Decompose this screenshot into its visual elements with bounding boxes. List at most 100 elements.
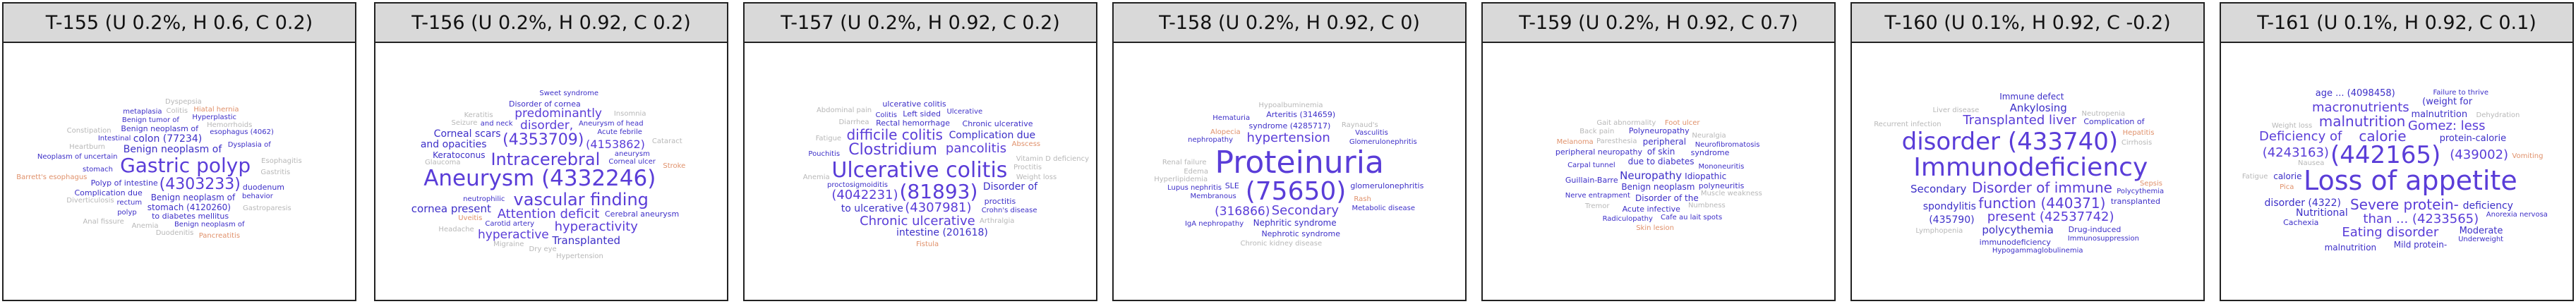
cloud-word: Weight loss	[1016, 173, 1057, 181]
cloud-word: Neoplasm of uncertain	[37, 153, 118, 162]
cloud-word: Anorexia nervosa	[2486, 211, 2548, 219]
cloud-word: stomach	[82, 166, 113, 174]
word-cloud: Immunodeficiency disorder (433740) Disorde…	[1852, 43, 2203, 300]
cloud-word: Diarrhea	[838, 118, 869, 127]
cloud-word: (4153862)	[586, 138, 645, 152]
cloud-word: Moderate	[2459, 225, 2503, 236]
cloud-word: Diverticulosis	[66, 197, 114, 205]
cloud-word: than ... (4233565)	[2363, 211, 2479, 226]
cloud-word: Nephrotic syndrome	[1261, 229, 1341, 239]
cloud-word: Nephritic syndrome	[1253, 217, 1337, 228]
cloud-word: Complication due	[74, 188, 143, 198]
cloud-word: neutrophilic	[463, 195, 505, 203]
cloud-word: Cafe au lait spots	[1660, 213, 1723, 221]
cloud-word: Glaucoma	[425, 158, 461, 166]
wordcloud-panel: T-157 (U 0.2%, H 0.92, C 0.2) Ulcerative …	[743, 2, 1097, 301]
cloud-word: Raynaud's	[1341, 121, 1378, 129]
cloud-word: Deficiency of	[2259, 129, 2342, 145]
cloud-word: Complication of	[2083, 117, 2145, 127]
cloud-word: polyneuritis	[1698, 181, 1745, 190]
cloud-word: Recurrent infection	[1874, 120, 1942, 128]
cloud-word: Immune defect	[1999, 92, 2064, 102]
cloud-word: Benign neoplasm of	[174, 220, 245, 229]
cloud-word: (4353709)	[502, 131, 584, 150]
cloud-word: SLE	[1224, 181, 1239, 190]
cloud-word: Disorder of cornea	[509, 99, 581, 109]
cloud-word: Headache	[438, 226, 474, 234]
cloud-word: Seizure	[451, 119, 478, 128]
cloud-word: Colitis	[875, 111, 898, 119]
panel-title: T-156 (U 0.2%, H 0.92, C 0.2)	[375, 4, 727, 43]
cloud-word: Duodenitis	[155, 229, 194, 238]
cloud-word: Back pain	[1579, 128, 1615, 136]
cloud-word: Gastroparesis	[243, 204, 291, 212]
cloud-word: Dehydration	[2476, 111, 2520, 119]
cloud-word: Disorder of	[982, 181, 1038, 193]
cloud-word: Transplanted	[552, 233, 621, 247]
cloud-word: Abscess	[1011, 140, 1041, 148]
cloud-word: behavior	[242, 193, 273, 201]
cloud-word: Membranous	[1190, 192, 1236, 200]
cloud-word: to ulcerative	[841, 203, 903, 215]
cloud-word: hyperactivity	[554, 219, 638, 235]
wordcloud-panel: T-156 (U 0.2%, H 0.92, C 0.2) Aneurysm (4…	[374, 2, 728, 301]
cloud-word: disorder (433740)	[1901, 127, 2119, 156]
cloud-word: Cirrhosis	[2121, 139, 2153, 147]
cloud-word: Hepatitis	[2122, 129, 2155, 138]
cloud-word: (4303233)	[159, 175, 241, 193]
cloud-word: glomerulonephritis	[1350, 181, 1424, 191]
cloud-word: hypertension	[1246, 130, 1330, 146]
cloud-word: Benign neoplasm of	[123, 143, 222, 155]
cloud-word: peripheral neuropathy	[1555, 147, 1642, 157]
cloud-word: (4307981)	[905, 200, 972, 216]
cloud-word: (4243163)	[2262, 145, 2329, 161]
cloud-word: Hyperplastic	[192, 113, 237, 121]
cloud-word: Metabolic disease	[1352, 204, 1416, 212]
cloud-word: Nausea	[2297, 159, 2325, 168]
cloud-word: vascular finding	[513, 189, 649, 209]
cloud-word: intestine (201618)	[896, 227, 988, 239]
cloud-word: Mild protein-	[2393, 240, 2448, 250]
cloud-word: function (440371)	[1978, 194, 2106, 212]
cloud-word: (4042231)	[831, 187, 898, 202]
cloud-word: Aneurysm (4332246)	[423, 166, 656, 192]
cloud-word: Gait abnormality	[1596, 118, 1656, 127]
cloud-word: Gastritis	[260, 168, 291, 176]
cloud-word: Arteritis (314659)	[1266, 110, 1336, 120]
cloud-word: Benign tumor of	[121, 116, 179, 124]
cloud-word: (81893)	[899, 179, 978, 203]
cloud-word: Clostridium	[848, 140, 937, 159]
cloud-word: pancolitis	[945, 141, 1007, 157]
cloud-word: Disorder of immune	[1972, 179, 2112, 197]
cloud-word: Fistula	[915, 240, 939, 248]
cloud-word: disorder (4322)	[2264, 197, 2341, 209]
cloud-word: Underweight	[2458, 235, 2504, 243]
cloud-word: Skin lesion	[1636, 224, 1674, 232]
wordcloud-panel: T-158 (U 0.2%, H 0.92, C 0) Proteinuria (7…	[1112, 2, 1467, 301]
cloud-word: Polyp of intestine	[90, 178, 158, 188]
cloud-word: Rash	[1354, 195, 1371, 204]
cloud-word: Acute infective	[1622, 204, 1680, 214]
cloud-word: Corneal ulcer	[608, 158, 656, 166]
cloud-word: Neuralgia	[1692, 131, 1726, 140]
cloud-word: Benign neoplasm of	[150, 193, 236, 203]
cloud-word: Numbness	[1687, 202, 1726, 210]
word-cloud: Proteinuria (75650) Secondary hypertension (…	[1114, 43, 1465, 300]
cloud-word: Failure to thrive	[2433, 89, 2488, 97]
cloud-word: Gastric polyp	[120, 154, 251, 178]
cloud-word: Migraine	[493, 240, 524, 248]
cloud-word: Transplanted liver	[1963, 113, 2077, 128]
cloud-word: Keratoconus	[433, 150, 486, 160]
cloud-word: calorie	[2273, 171, 2302, 181]
cloud-word: stomach (4120260)	[147, 202, 231, 213]
cloud-word: (75650)	[1245, 176, 1347, 206]
cloud-word: Chronic kidney disease	[1240, 239, 1323, 248]
cloud-word: Anal fissure	[83, 218, 124, 226]
cloud-word: Vitamin D deficiency	[1016, 155, 1090, 163]
cloud-word: Corneal scars	[433, 128, 501, 140]
cloud-word: Stroke	[663, 162, 686, 171]
cloud-word: Anemia	[131, 222, 159, 231]
cloud-word: malnutrition	[2318, 113, 2406, 130]
cloud-word: Proteinuria	[1215, 144, 1384, 181]
